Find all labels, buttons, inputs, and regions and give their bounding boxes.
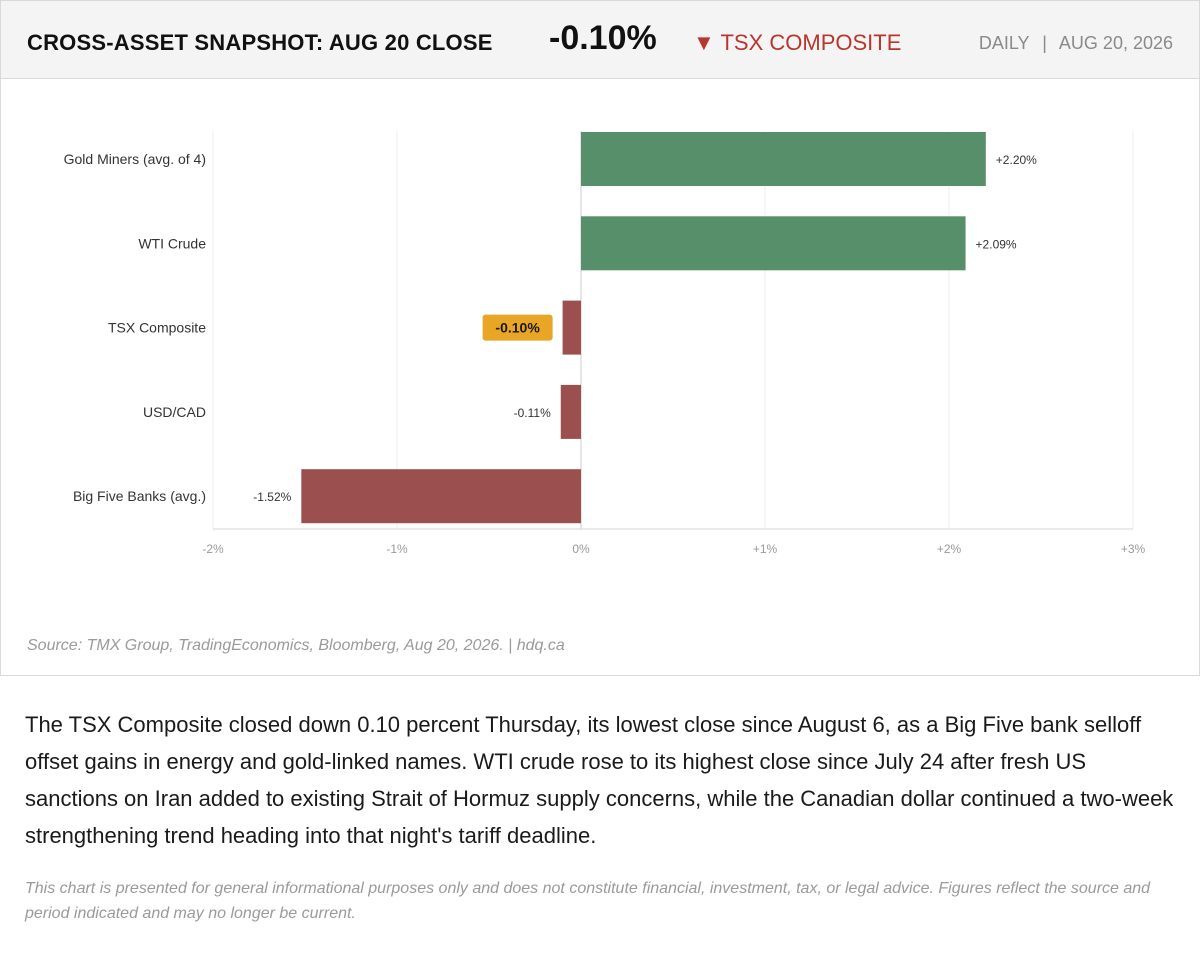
bar <box>560 384 581 439</box>
category-label: Big Five Banks (avg.) <box>73 488 206 504</box>
summary-paragraph: The TSX Composite closed down 0.10 perce… <box>25 712 1174 848</box>
gridlines <box>212 131 1134 530</box>
x-tick-label: 0% <box>572 542 590 556</box>
x-tick-label: -1% <box>386 542 408 556</box>
category-label: Gold Miners (avg. of 4) <box>64 151 206 167</box>
value-label: -0.11% <box>514 406 551 420</box>
disclaimer: This chart is presented for general info… <box>25 880 1151 922</box>
frequency-label: DAILY <box>978 33 1030 53</box>
meta-separator: | <box>1042 33 1047 53</box>
category-label: WTI Crude <box>138 235 206 251</box>
chart-title: CROSS-ASSET SNAPSHOT: AUG 20 CLOSE <box>27 30 493 55</box>
category-label: TSX Composite <box>108 320 206 336</box>
x-tick-label: +3% <box>1121 542 1146 556</box>
header-meta: DAILY | AUG 20, 2026 <box>979 33 1173 54</box>
x-tick-labels: -2% -1% 0% +1% +2% +3% <box>202 542 1145 556</box>
value-labels: +2.20% +2.09% -0.10% -0.11% -1.52% <box>253 153 1037 504</box>
value-label: +2.20% <box>996 153 1037 167</box>
chart-card: CROSS-ASSET SNAPSHOT: AUG 20 CLOSE -0.10… <box>0 0 1200 676</box>
category-label: USD/CAD <box>143 404 206 420</box>
bar <box>581 132 986 186</box>
date-label: AUG 20, 2026 <box>1058 33 1173 53</box>
value-label: +2.09% <box>976 237 1017 251</box>
x-tick-label: +1% <box>753 542 778 556</box>
category-labels: Gold Miners (avg. of 4) WTI Crude TSX Comp… <box>64 151 207 504</box>
bar <box>301 469 581 524</box>
headline-index: ▼ TSX COMPOSITE <box>693 30 902 55</box>
headline-value: -0.10% <box>549 19 657 57</box>
x-tick-label: -2% <box>202 542 224 556</box>
chart-header: CROSS-ASSET SNAPSHOT: AUG 20 CLOSE -0.10… <box>1 1 1199 79</box>
value-label: -0.10% <box>495 320 540 336</box>
highlight-badge <box>482 314 553 341</box>
x-tick-label: +2% <box>937 542 962 556</box>
bar <box>581 216 966 271</box>
source-note: Source: TMX Group, TradingEconomics, Blo… <box>27 637 565 654</box>
bars <box>301 132 986 524</box>
bar <box>562 300 581 355</box>
bar-chart: Gold Miners (avg. of 4) WTI Crude TSX Comp… <box>64 131 1146 556</box>
value-label: -1.52% <box>253 490 291 504</box>
